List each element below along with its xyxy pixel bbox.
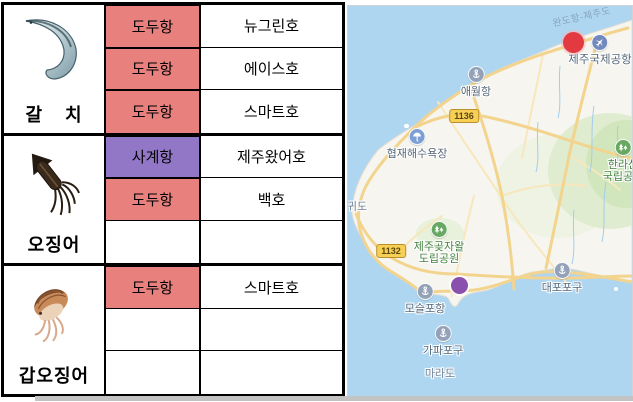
table-section-hairtail: 갈 치 도두항 뉴그린호 도두항 에이스호 도두항 스마트호 <box>4 5 342 136</box>
boat-cell: 백호 <box>201 178 342 221</box>
islet-dot <box>404 124 409 128</box>
port-cell: 도두항 <box>106 5 201 48</box>
poi-label: 국립공원 <box>602 171 633 183</box>
boat-cell: 스마트호 <box>201 90 342 133</box>
boat-cell: 뉴그린호 <box>201 5 342 48</box>
species-cell-hairtail: 갈 치 <box>4 5 106 133</box>
cuttlefish-image <box>4 266 104 360</box>
species-cell-squid: 오징어 <box>4 135 106 264</box>
poi-label: 모슬포항 <box>404 303 446 315</box>
airplane-icon <box>591 34 609 51</box>
poi-chagwido-island: 차귀도 <box>347 200 368 213</box>
poi-hallasan-park[interactable]: 한라산 국립공원 <box>602 139 633 183</box>
port-cell: 도두항 <box>106 178 201 221</box>
anchor-icon <box>434 325 452 342</box>
poi-marado-island: 마라도 <box>425 367 455 380</box>
road-badge-1132: 1132 <box>376 244 406 258</box>
poi-hyeopjae-beach[interactable]: 협재해수욕장 <box>386 128 448 160</box>
port-cell: 도두항 <box>106 90 201 133</box>
port-cell: 사계항 <box>106 135 201 179</box>
table-section-cuttlefish: 갑오징어 도두항 스마트호 <box>4 266 342 395</box>
boat-cell: 스마트호 <box>201 266 342 309</box>
port-cell: 도두항 <box>106 47 201 91</box>
anchor-icon <box>467 66 485 83</box>
screenshot-shadow-edge <box>35 396 633 401</box>
anchor-icon <box>553 262 571 279</box>
poi-label: 협재해수욕장 <box>386 148 448 160</box>
port-cell-empty <box>106 220 201 264</box>
poi-label: 한라산 <box>607 159 632 171</box>
poi-label: 차귀도 <box>347 201 368 213</box>
port-cell: 도두항 <box>106 266 201 309</box>
poi-gotjawal-park[interactable]: 제주곶자왈 도립공원 <box>413 221 465 265</box>
purple-marker[interactable] <box>451 277 468 294</box>
species-name: 오징어 <box>27 235 81 256</box>
jeju-map[interactable]: 완도항-제주도 제주국제공항 애월항 1136 협재해수 <box>347 5 633 398</box>
poi-label: 도립공원 <box>418 253 460 265</box>
poi-label: 가파포구 <box>422 345 464 357</box>
road-badge-1136: 1136 <box>449 109 479 123</box>
port-cell-empty <box>106 351 201 395</box>
species-cell-cuttlefish: 갑오징어 <box>4 266 106 395</box>
trees-icon <box>430 221 448 238</box>
squid-image <box>4 136 104 230</box>
poi-aewol-port[interactable]: 애월항 <box>461 66 491 98</box>
boat-cell-empty <box>201 308 342 352</box>
poi-label: 제주국제공항 <box>568 54 632 66</box>
table-section-squid: 오징어 사계항 제주왔어호 도두항 백호 <box>4 135 342 267</box>
boat-cell-empty <box>201 220 342 264</box>
fish-port-table: 갈 치 도두항 뉴그린호 도두항 에이스호 도두항 스마트호 <box>1 2 345 397</box>
boat-cell-empty <box>201 351 342 395</box>
poi-daepo-port[interactable]: 대포포구 <box>542 262 582 294</box>
port-cell-empty <box>106 308 201 352</box>
red-marker[interactable] <box>563 32 584 53</box>
poi-label: 마라도 <box>424 368 456 380</box>
trees-icon <box>614 139 632 156</box>
islet-dot <box>614 287 618 291</box>
poi-jeju-airport[interactable]: 제주국제공항 <box>568 34 632 66</box>
poi-gapa-port[interactable]: 가파포구 <box>423 325 463 357</box>
species-name: 갈 치 <box>25 104 83 125</box>
species-name: 갑오징어 <box>18 366 90 387</box>
beach-umbrella-icon <box>408 128 426 145</box>
poi-label: 애월항 <box>460 86 492 98</box>
map-base-layer <box>351 19 632 307</box>
hairtail-image <box>4 5 104 99</box>
poi-moseulpo-port[interactable]: 모슬포항 <box>405 283 445 315</box>
poi-label: 제주곶자왈 <box>413 241 465 253</box>
anchor-icon <box>416 283 434 300</box>
boat-cell: 에이스호 <box>201 47 342 91</box>
poi-label: 대포포구 <box>541 282 583 294</box>
boat-cell: 제주왔어호 <box>201 135 342 179</box>
